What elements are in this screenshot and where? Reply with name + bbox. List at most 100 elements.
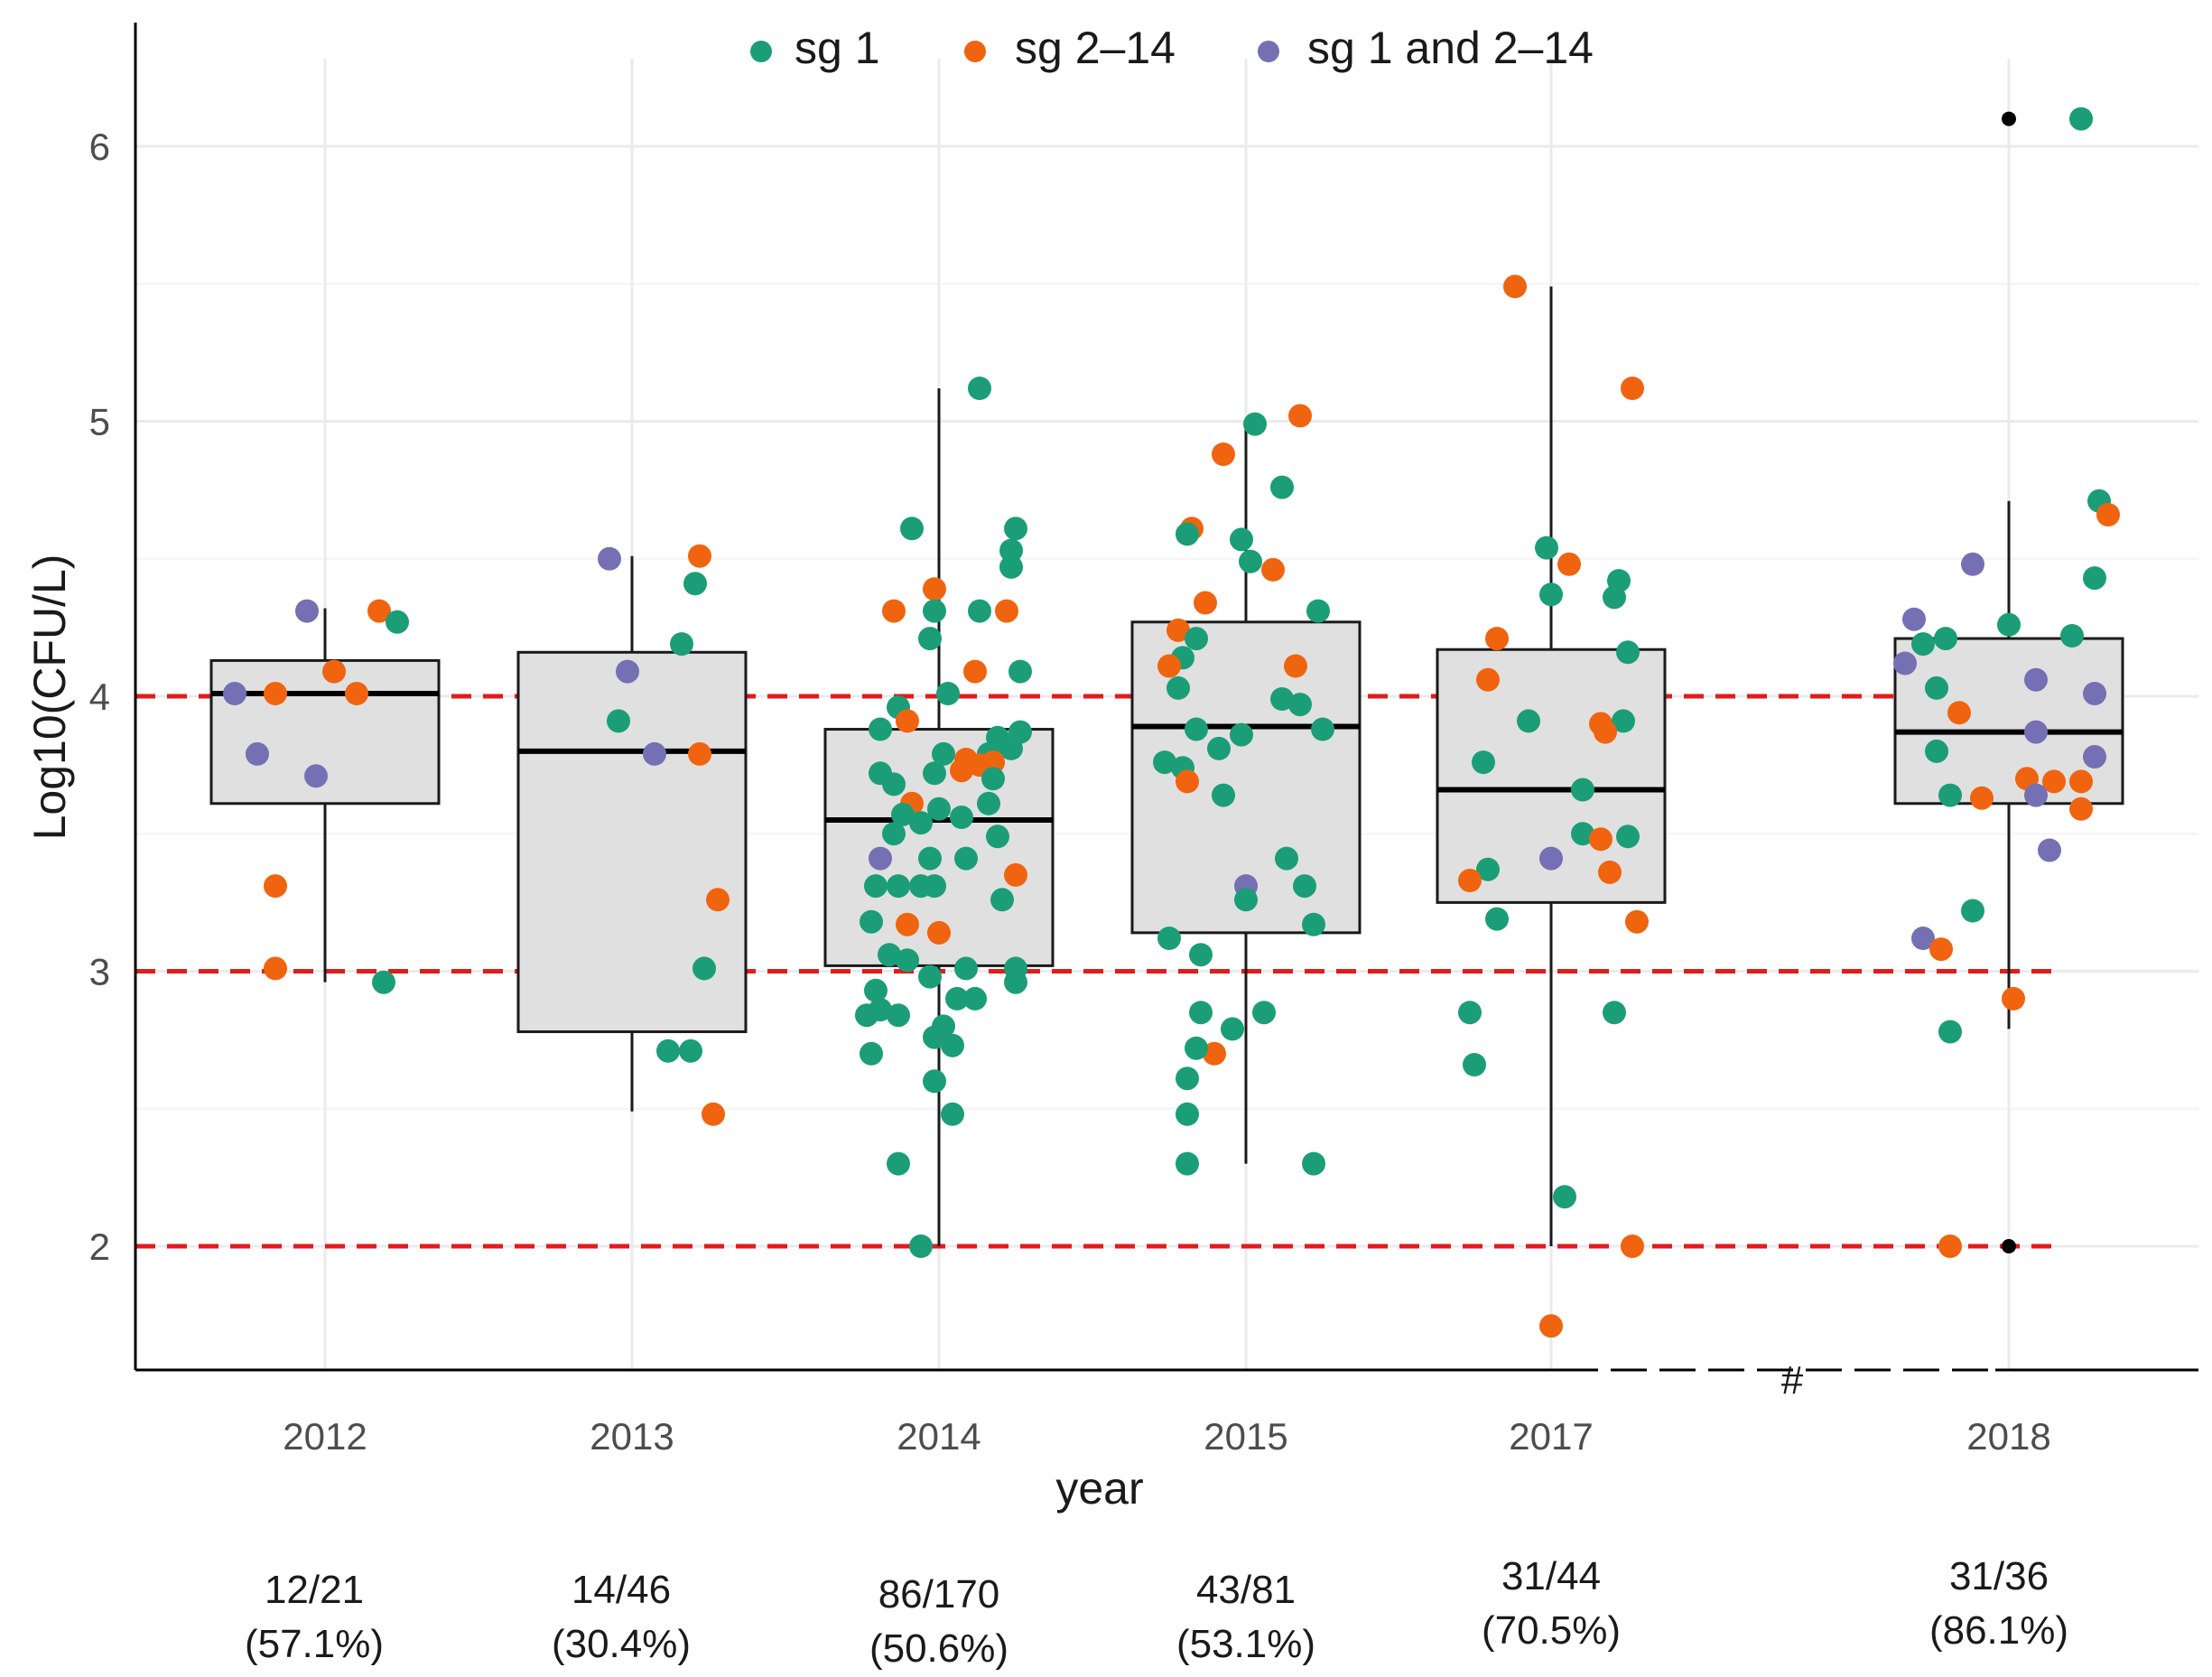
- data-point: [1485, 627, 1509, 651]
- data-point: [1212, 783, 1235, 807]
- data-point: [1938, 783, 1962, 807]
- data-point: [1603, 1001, 1626, 1025]
- data-point: [923, 874, 946, 899]
- x-tick-label: 2015: [1204, 1415, 1287, 1458]
- data-point: [1306, 599, 1330, 623]
- data-point: [986, 825, 1009, 849]
- x-tick-labels: 2012 2013 2014 2015 2017 2018: [283, 1415, 2050, 1458]
- data-point: [1194, 591, 1217, 615]
- data-point: [2069, 797, 2093, 821]
- data-point: [968, 377, 991, 400]
- data-point: [995, 599, 1018, 623]
- data-point: [977, 791, 1000, 815]
- x-tick-label: 2014: [897, 1415, 981, 1458]
- data-point: [702, 1102, 725, 1126]
- data-point: [1625, 909, 1649, 934]
- data-point: [1557, 552, 1581, 576]
- data-point: [1311, 717, 1334, 741]
- footer-ratio: 31/44: [1501, 1554, 1601, 1598]
- legend-label: sg 2–14: [1015, 23, 1176, 73]
- data-point: [1243, 412, 1267, 436]
- data-point: [367, 599, 391, 623]
- data-point: [2069, 769, 2093, 794]
- data-point: [1603, 585, 1626, 610]
- footer-percent: (86.1%): [1929, 1608, 2068, 1653]
- data-point: [999, 554, 1023, 579]
- data-point: [950, 806, 973, 829]
- data-point: [1288, 404, 1312, 428]
- data-point: [1911, 632, 1935, 657]
- legend: sg 1 sg 2–14 sg 1 and 2–14: [750, 23, 1594, 73]
- data-point: [1176, 769, 1199, 794]
- y-tick-label: 4: [89, 675, 110, 718]
- data-point: [264, 874, 287, 899]
- data-point: [918, 627, 942, 651]
- footer-percent: (50.6%): [869, 1626, 1008, 1671]
- data-point: [1221, 1017, 1244, 1041]
- data-point: [990, 888, 1014, 912]
- footer-count-2017: 31/44 (70.5%): [1482, 1554, 1621, 1653]
- data-point: [1539, 1314, 1563, 1338]
- data-point: [1598, 860, 1622, 884]
- footer-count-2013: 14/46 (30.4%): [552, 1568, 691, 1666]
- data-point: [1270, 687, 1294, 711]
- data-point: [896, 709, 919, 733]
- data-point: [878, 943, 901, 967]
- x-tick-label: 2012: [283, 1415, 367, 1458]
- data-point: [670, 632, 693, 657]
- data-point: [927, 920, 951, 945]
- data-point: [1472, 750, 1495, 775]
- data-point: [1293, 874, 1316, 899]
- data-point: [692, 956, 716, 981]
- data-point: [1571, 778, 1594, 802]
- data-point: [1166, 675, 1190, 700]
- data-point: [1517, 709, 1540, 733]
- data-point: [909, 1234, 933, 1258]
- data-point: [345, 682, 368, 705]
- data-point: [2060, 624, 2084, 648]
- footer-ratio: 86/170: [878, 1572, 1000, 1616]
- footer-ratio: 31/36: [1949, 1554, 2049, 1598]
- data-point: [1302, 912, 1325, 936]
- data-point: [1925, 675, 1948, 700]
- data-point: [1157, 654, 1181, 678]
- data-point: [1589, 827, 1613, 852]
- box-outlier: [2002, 1238, 2016, 1253]
- x-tick-label: 2013: [590, 1415, 674, 1458]
- data-point: [1612, 709, 1635, 733]
- data-point: [909, 811, 933, 835]
- data-point: [1153, 750, 1176, 775]
- data-point: [896, 948, 919, 973]
- data-point: [1302, 1151, 1325, 1176]
- data-point: [1621, 377, 1644, 400]
- data-point: [688, 741, 711, 766]
- data-point: [295, 599, 319, 623]
- footer-ratio: 14/46: [572, 1568, 671, 1612]
- data-point: [882, 822, 906, 846]
- data-point: [1902, 607, 1926, 631]
- data-point: [923, 1069, 946, 1094]
- legend-key: [964, 41, 986, 62]
- data-point: [999, 736, 1023, 760]
- data-point: [1463, 1053, 1486, 1076]
- data-point: [1230, 527, 1253, 552]
- data-point: [1553, 1185, 1576, 1209]
- data-point: [2069, 107, 2093, 131]
- reference-lines: [135, 694, 2061, 1249]
- data-point: [1503, 275, 1527, 299]
- data-point: [2083, 745, 2106, 769]
- x-tick-label: 2017: [1509, 1415, 1593, 1458]
- data-point: [2096, 503, 2120, 526]
- footer-count-2014: 86/170 (50.6%): [869, 1572, 1008, 1671]
- legend-item-sg1: sg 1: [750, 23, 880, 73]
- data-point: [223, 682, 246, 705]
- footer-count-2015: 43/81 (53.1%): [1176, 1568, 1315, 1666]
- data-point: [1938, 1234, 1962, 1258]
- points-layer: [223, 107, 2120, 1338]
- legend-label: sg 1: [795, 23, 880, 73]
- data-point: [656, 1039, 680, 1063]
- data-point: [679, 1039, 702, 1063]
- data-point: [1157, 927, 1181, 950]
- data-point: [607, 709, 630, 733]
